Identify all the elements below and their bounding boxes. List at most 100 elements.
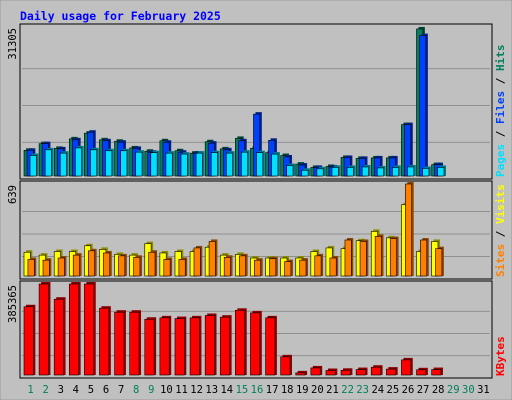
bar-kbytes-day-5-face (84, 283, 95, 376)
day-labels: 1 2 3 4 5 6 7 8 9 10 11 12 13 14 15 16 17 18 19 20 21 22 23 24 2… (27, 384, 489, 396)
bar-kbytes-day-2-face (38, 283, 49, 376)
bar-sites-day-23-face (359, 241, 367, 277)
bar-pages-day-21 (331, 165, 341, 177)
bar-kbytes-day-14-face (219, 316, 230, 376)
bar-sites-day-12-face (193, 247, 201, 277)
day-label-20: 20 (311, 384, 324, 396)
bar-kbytes-day-18 (280, 354, 293, 376)
bar-kbytes-day-15-face (235, 309, 246, 376)
bar-kbytes-day-13 (204, 313, 217, 376)
legend-entry-pages: Pages (494, 144, 507, 177)
bar-pages-day-28-face (437, 167, 445, 177)
day-label-2: 2 (42, 384, 48, 396)
bar-sites-day-7-face (118, 255, 126, 277)
bar-pages-day-10-face (165, 152, 173, 177)
bar-kbytes-day-9 (144, 317, 157, 376)
bar-kbytes-day-12 (189, 315, 202, 376)
bar-pages-day-19-face (301, 169, 309, 177)
bar-pages-day-27 (422, 166, 431, 177)
bar-sites-day-24-face (374, 236, 382, 277)
bar-pages-day-15-face (241, 151, 249, 177)
bar-pages-day-7 (120, 148, 129, 177)
bar-files-day-27 (419, 33, 428, 177)
bar-kbytes-day-1-face (23, 306, 34, 376)
bar-kbytes-day-27 (416, 367, 428, 376)
scale-label-hits-files-pages: 31305 (7, 28, 19, 60)
bar-kbytes-day-23 (355, 367, 368, 376)
bar-sites-day-19 (299, 258, 309, 277)
day-label-15: 15 (236, 384, 249, 396)
bar-sites-day-18-face (284, 261, 292, 277)
bar-kbytes-day-28 (431, 367, 443, 376)
bar-sites-day-17 (269, 256, 278, 277)
bar-kbytes-day-3 (53, 297, 66, 376)
bar-sites-day-13-face (208, 241, 216, 277)
bar-sites-day-13 (208, 239, 218, 277)
bar-sites-day-28-face (435, 248, 443, 277)
bar-kbytes-day-24-face (370, 366, 381, 376)
bar-sites-day-21-face (329, 257, 337, 277)
bar-pages-day-16-face (256, 152, 264, 177)
bar-pages-day-28 (437, 165, 446, 177)
bar-pages-day-3 (59, 151, 69, 177)
bar-kbytes-day-3-face (53, 298, 64, 376)
bar-pages-day-18-face (286, 165, 294, 177)
bar-pages-day-10 (165, 151, 175, 177)
bar-sites-day-25 (389, 236, 399, 277)
bar-kbytes-day-22-face (340, 369, 351, 376)
bar-pages-day-13-face (210, 152, 218, 177)
legend-separator: / (494, 224, 507, 244)
bar-sites-day-18 (284, 259, 293, 277)
bar-sites-day-11 (178, 257, 188, 277)
day-label-24: 24 (371, 384, 384, 396)
bar-pages-day-2-face (44, 149, 52, 177)
day-label-9: 9 (148, 384, 154, 396)
bar-sites-day-8-face (133, 256, 141, 277)
bar-pages-day-1 (29, 153, 39, 177)
bar-sites-day-27-face (420, 239, 428, 277)
bar-pages-day-22 (346, 165, 356, 177)
bar-pages-day-8 (135, 150, 145, 177)
day-label-1: 1 (27, 384, 33, 396)
bar-pages-day-25-face (392, 167, 400, 177)
bar-kbytes-day-21 (325, 368, 338, 376)
bar-sites-day-14-face (223, 256, 231, 277)
bar-sites-day-20 (314, 253, 324, 277)
day-label-4: 4 (73, 384, 79, 396)
bar-kbytes-day-17 (265, 315, 277, 376)
bar-kbytes-day-19-face (295, 372, 306, 376)
bar-sites-day-9 (148, 250, 158, 277)
day-label-17: 17 (266, 384, 279, 396)
bar-pages-day-18 (286, 163, 296, 177)
bar-pages-day-5 (90, 147, 99, 177)
bar-kbytes-day-6-face (99, 307, 110, 376)
bar-pages-day-15 (241, 150, 250, 177)
bar-sites-day-2-face (42, 259, 50, 277)
bar-kbytes-day-2 (38, 282, 51, 376)
bar-sites-day-10 (163, 257, 173, 277)
bar-kbytes-day-24 (370, 365, 383, 376)
bar-sites-day-21 (329, 256, 339, 277)
bar-sites-day-11-face (178, 259, 186, 277)
legend-visits-sites-text: Sites / Visits (494, 184, 507, 277)
bar-pages-day-24 (376, 165, 386, 177)
bar-kbytes-day-26-face (401, 359, 412, 376)
bar-pages-day-7-face (120, 150, 128, 177)
day-label-29: 29 (447, 384, 460, 396)
bar-sites-day-4-face (72, 254, 80, 277)
bar-pages-day-20 (316, 166, 326, 177)
bar-pages-day-25 (392, 165, 401, 177)
bar-kbytes-day-25 (386, 367, 398, 376)
legend-entry-hits: Hits (494, 45, 507, 72)
bar-pages-day-2 (44, 147, 54, 177)
bar-sites-day-5-face (88, 250, 95, 277)
bar-sites-day-6 (103, 250, 112, 277)
bar-kbytes-day-21-face (325, 370, 336, 376)
bar-pages-day-11-face (180, 153, 188, 177)
day-label-3: 3 (58, 384, 64, 396)
chart-title: Daily usage for February 2025 (20, 9, 221, 23)
bar-kbytes-day-16-face (250, 312, 261, 376)
bar-sites-day-24 (374, 234, 384, 277)
bar-kbytes-day-1 (23, 304, 36, 376)
